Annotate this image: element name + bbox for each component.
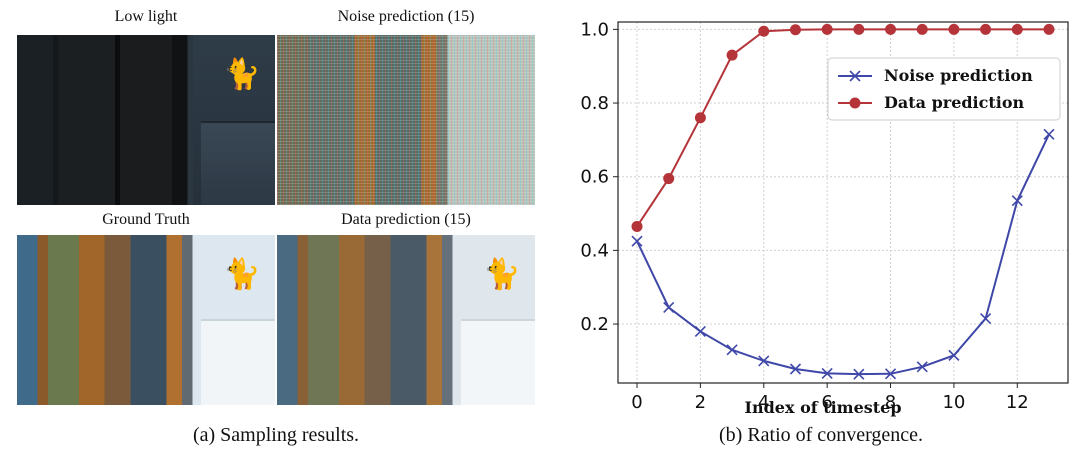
data-point-noise-prediction [853,368,865,380]
caption-sampling-results: (a) Sampling results. [192,424,360,446]
legend-label: Noise prediction [884,66,1033,85]
data-point-noise-prediction [821,367,833,379]
legend-marker-circle [849,97,861,109]
data-point-data-prediction [1011,23,1023,35]
data-point-noise-prediction [884,368,897,380]
data-point-data-prediction [726,49,738,61]
cat-drawing-icon: 🐈 [223,258,261,291]
data-point-noise-prediction [694,325,706,337]
x-tick-label: 10 [942,392,965,413]
data-point-noise-prediction [916,361,928,373]
title-ground-truth: Ground Truth [102,211,190,228]
convergence-chart: 0 2 4 6 8 10 12 0.2 0.4 0.6 0.8 1.0 Index of timeste… [560,0,1080,420]
y-tick-label: 0.8 [580,93,609,114]
legend-box [827,57,1061,121]
x-tick-label: 4 [758,392,769,413]
legend-label: Data prediction [884,93,1025,112]
data-point-noise-prediction [980,312,992,325]
data-point-noise-prediction [789,363,802,375]
noise-prediction-image [277,35,535,205]
y-tick-label: 0.2 [580,314,609,335]
title-noise-prediction: Noise prediction (15) [337,8,475,25]
data-point-noise-prediction [663,301,675,314]
x-tick-label: 2 [695,392,706,413]
cat-drawing-icon: 🐈 [483,258,521,291]
data-point-data-prediction [694,112,706,124]
y-tick-label: 0.6 [580,167,609,188]
title-low-light: Low light [114,8,178,25]
data-point-noise-prediction [726,344,738,356]
data-point-data-prediction [758,25,770,37]
data-point-noise-prediction [1011,195,1023,207]
data-point-noise-prediction [1043,128,1055,140]
x-axis-title: Index of timestep [744,398,901,417]
convergence-chart-svg: 0 2 4 6 8 10 12 0.2 0.4 0.6 0.8 1.0 Index of timeste… [580,19,1069,417]
plot-frame [617,21,1069,384]
series-line-noise [636,133,1050,376]
y-tick-label: 1.0 [580,19,609,40]
data-point-noise-prediction [631,235,643,247]
ground-truth-image: 🐈 [17,235,275,405]
legend-marker-x [849,70,861,82]
cat-drawing-icon: 🐈 [223,58,261,91]
data-point-data-prediction [1043,23,1055,35]
y-tick-label: 0.4 [580,240,609,261]
data-point-data-prediction [916,23,928,35]
data-point-data-prediction [821,23,833,35]
data-point-data-prediction [663,173,675,185]
x-tick-label: 0 [631,392,642,413]
data-point-data-prediction [789,24,801,36]
data-point-data-prediction [853,23,865,35]
x-tick-label: 6 [821,392,832,413]
low-light-image: 🐈 [17,35,275,205]
data-point-data-prediction [948,23,960,35]
data-point-data-prediction [980,23,992,35]
title-data-prediction: Data prediction (15) [341,211,471,228]
data-point-noise-prediction [758,355,770,367]
data-prediction-image: 🐈 [277,235,535,405]
x-tick-label: 8 [885,392,896,413]
data-point-data-prediction [885,23,897,35]
data-point-data-prediction [631,220,643,232]
caption-ratio-of-convergence: (b) Ratio of convergence. [719,424,923,446]
x-tick-label: 12 [1006,392,1029,413]
data-point-noise-prediction [948,349,960,361]
